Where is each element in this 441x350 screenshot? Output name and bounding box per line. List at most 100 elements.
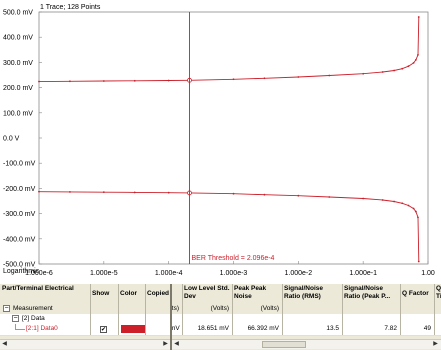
plot-canvas[interactable]: 500.0 mV 400.0 mV 300.0 mV 200.0 mV 100.0 mV… (0, 0, 441, 284)
y-tick-label: 200.0 mV (3, 85, 33, 92)
sn-peak-value: 7.82 (384, 325, 397, 332)
collapse-data-group-icon[interactable]: − (12, 315, 19, 322)
trace-point (393, 200, 396, 203)
col-q-ti[interactable]: Q Ti (436, 285, 441, 300)
trace-point (417, 53, 419, 56)
trace-point (69, 80, 71, 83)
trace-point (412, 62, 415, 64)
trace-point (102, 80, 105, 82)
peak-peak-units: (Volts) (260, 305, 279, 312)
low-level-units: (Volts) (210, 305, 229, 312)
low-level-value: 18.651 mV (197, 325, 229, 332)
x-tick-label: 1.000e-5 (90, 270, 118, 277)
trace-point (297, 76, 300, 78)
col-sn-rms[interactable]: Signal/Noise Ratio (RMS) (284, 285, 324, 300)
col-low-level[interactable]: Low Level Std. Dev (184, 285, 230, 300)
trace-point (381, 199, 384, 201)
trace-point (381, 71, 384, 73)
col-copied[interactable]: Copied (147, 290, 170, 297)
col-q-factor[interactable]: Q Factor (402, 290, 429, 297)
measurement-label: Measurement (13, 305, 53, 312)
col-color[interactable]: Color (120, 290, 137, 297)
scroll-left-icon[interactable]: ◀ (2, 341, 7, 347)
trace-point (401, 67, 404, 70)
y-tick-label: -200.0 mV (3, 186, 36, 193)
y-tick-label: -300.0 mV (3, 211, 36, 218)
grid-header: Part/Terminal Electrical Show Color Copi… (0, 284, 441, 305)
ber-plot[interactable]: 500.0 mV 400.0 mV 300.0 mV 200.0 mV 100.0 mV… (0, 0, 441, 284)
y-tick-label: 100.0 mV (3, 110, 33, 117)
scroll-right-icon[interactable]: ▶ (163, 341, 168, 347)
data-item-row[interactable]: [2:1] Data0 ✔ mV 18.651 mV 66.392 mV 13.… (0, 324, 441, 336)
x-tick-label: 1.000e-2 (285, 270, 313, 277)
trace-point (407, 65, 410, 68)
trace-point (38, 190, 40, 193)
y-tick-label: -500.0 mV (3, 262, 36, 269)
data-item-label[interactable]: [2:1] Data0 (26, 325, 58, 332)
x-tick-label: 1.000e-6 (25, 270, 53, 277)
x-axis: 1.000e-6 1.000e-5 1.000e-4 1.000e-3 1.000e-2… (25, 261, 435, 277)
trace-point (401, 202, 404, 205)
trace-point (167, 79, 170, 82)
scroll-left-icon[interactable]: ◀ (174, 341, 179, 347)
trace-point (328, 74, 331, 77)
trace-point (417, 216, 419, 219)
traces (38, 16, 420, 263)
trace-info: 1 Trace; 128 Points (40, 4, 101, 11)
trace-point (362, 197, 365, 200)
x-tick-label: 1.000e-3 (220, 270, 248, 277)
collapse-measurement-icon[interactable]: − (3, 305, 10, 312)
show-checkbox[interactable]: ✔ (100, 326, 107, 333)
trace-point (407, 204, 410, 207)
trace-point (417, 16, 420, 18)
trace-point (414, 58, 417, 61)
data-group-label: [2] Data (22, 315, 45, 322)
left-hscrollbar[interactable]: ◀ ▶ (0, 339, 170, 349)
x-tick-label: 1.000e-1 (349, 270, 377, 277)
measurement-grid: Part/Terminal Electrical Show Color Copi… (0, 284, 441, 350)
col-sn-peak[interactable]: Signal/Noise Ratio (Peak P... (344, 285, 391, 300)
pane-splitter[interactable] (170, 284, 172, 350)
trace-point (263, 193, 266, 196)
y-tick-label: -100.0 mV (3, 161, 36, 168)
trace-point (393, 69, 396, 72)
x-tick-label: 1.000e-4 (155, 270, 183, 277)
trace-point (232, 192, 235, 195)
col-part-terminal[interactable]: Part/Terminal Electrical (2, 285, 74, 292)
trace-point (232, 78, 235, 81)
trace-point (133, 191, 136, 194)
units-partial: ts) (171, 305, 179, 312)
y-tick-label: 0.0 V (3, 136, 20, 143)
col-show[interactable]: Show (92, 290, 110, 297)
trace-point (38, 80, 40, 83)
x-scale-label: Logarithmic (3, 268, 40, 275)
x-tick-label: 1.00 (421, 270, 435, 277)
partial-units-value: mV (170, 325, 180, 332)
y-tick-label: 400.0 mV (3, 35, 33, 42)
trace-point (263, 77, 266, 80)
trace-point (417, 260, 420, 263)
data-group-row[interactable]: − [2] Data (0, 314, 441, 324)
trace-point (412, 207, 415, 210)
trace-point (297, 194, 300, 197)
trace-point (102, 191, 105, 194)
trace-point (69, 191, 71, 193)
ber-threshold-label: BER Threshold = 2.096e-4 (192, 255, 275, 262)
right-hscrollbar[interactable]: ◀ ▶ (172, 339, 441, 349)
col-peak-peak[interactable]: Peak Peak Noise (234, 285, 267, 300)
q-factor-value: 49 (423, 325, 431, 332)
plot-frame (38, 11, 429, 265)
scroll-right-icon[interactable]: ▶ (433, 341, 438, 347)
trace-point (362, 72, 365, 75)
trace-color-swatch[interactable] (120, 324, 146, 334)
trace-point (328, 196, 331, 198)
y-tick-label: -400.0 mV (3, 236, 36, 243)
trace-point (414, 210, 417, 213)
y-axis: 500.0 mV 400.0 mV 300.0 mV 200.0 mV 100.0 mV… (3, 10, 42, 269)
y-tick-label: 500.0 mV (3, 10, 33, 17)
peak-peak-value: 66.392 mV (247, 325, 279, 332)
scroll-thumb[interactable] (262, 341, 306, 348)
trace-point (167, 191, 170, 194)
y-tick-label: 300.0 mV (3, 60, 33, 67)
sn-rms-value: 13.5 (326, 325, 339, 332)
